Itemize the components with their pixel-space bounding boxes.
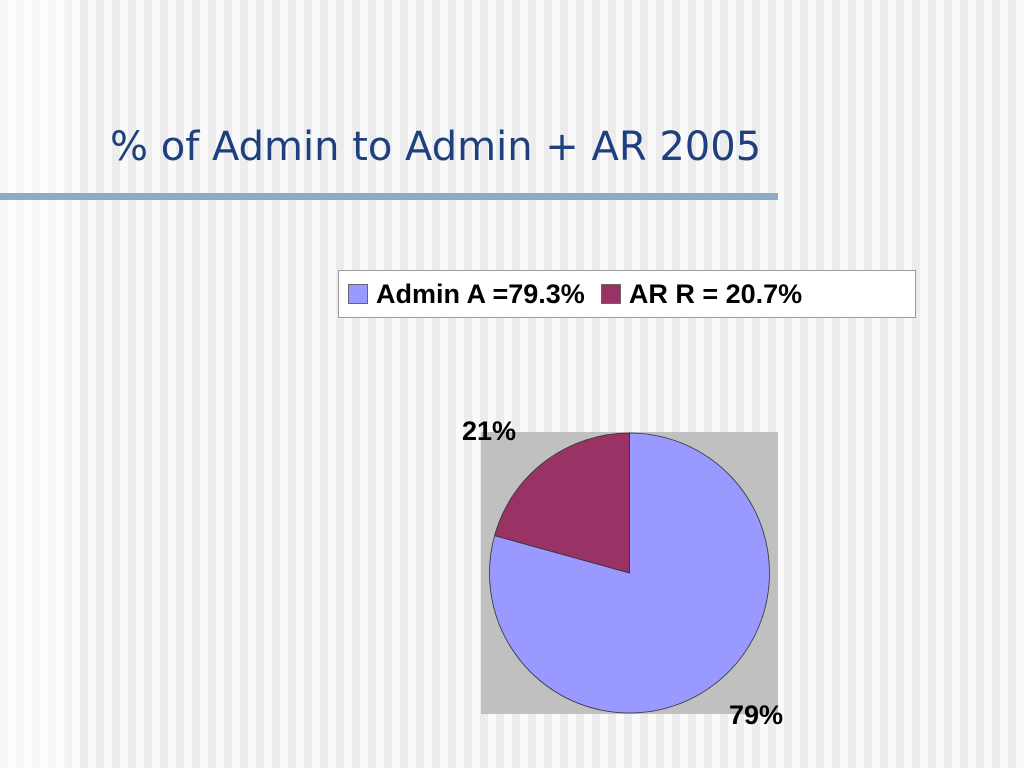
chart-legend: Admin A =79.3% AR R = 20.7% bbox=[338, 270, 916, 318]
page-title: % of Admin to Admin + AR 2005 bbox=[110, 124, 762, 170]
data-label-ar: 21% bbox=[462, 416, 517, 446]
pie-slice-ar bbox=[494, 432, 630, 574]
data-label-admin: 79% bbox=[729, 700, 784, 730]
legend-label-ar: AR R = 20.7% bbox=[628, 278, 803, 309]
legend-item-admin: Admin A =79.3% bbox=[348, 279, 585, 310]
chart-plot-area bbox=[481, 432, 778, 714]
title-divider bbox=[0, 193, 778, 200]
legend-item-ar: AR R = 20.7% bbox=[600, 278, 803, 310]
legend-swatch-ar bbox=[600, 284, 621, 304]
pie-chart bbox=[489, 432, 770, 714]
legend-label-admin: Admin A =79.3% bbox=[376, 278, 585, 309]
pie-slice-admin bbox=[489, 432, 770, 714]
legend-swatch-admin bbox=[348, 284, 368, 304]
